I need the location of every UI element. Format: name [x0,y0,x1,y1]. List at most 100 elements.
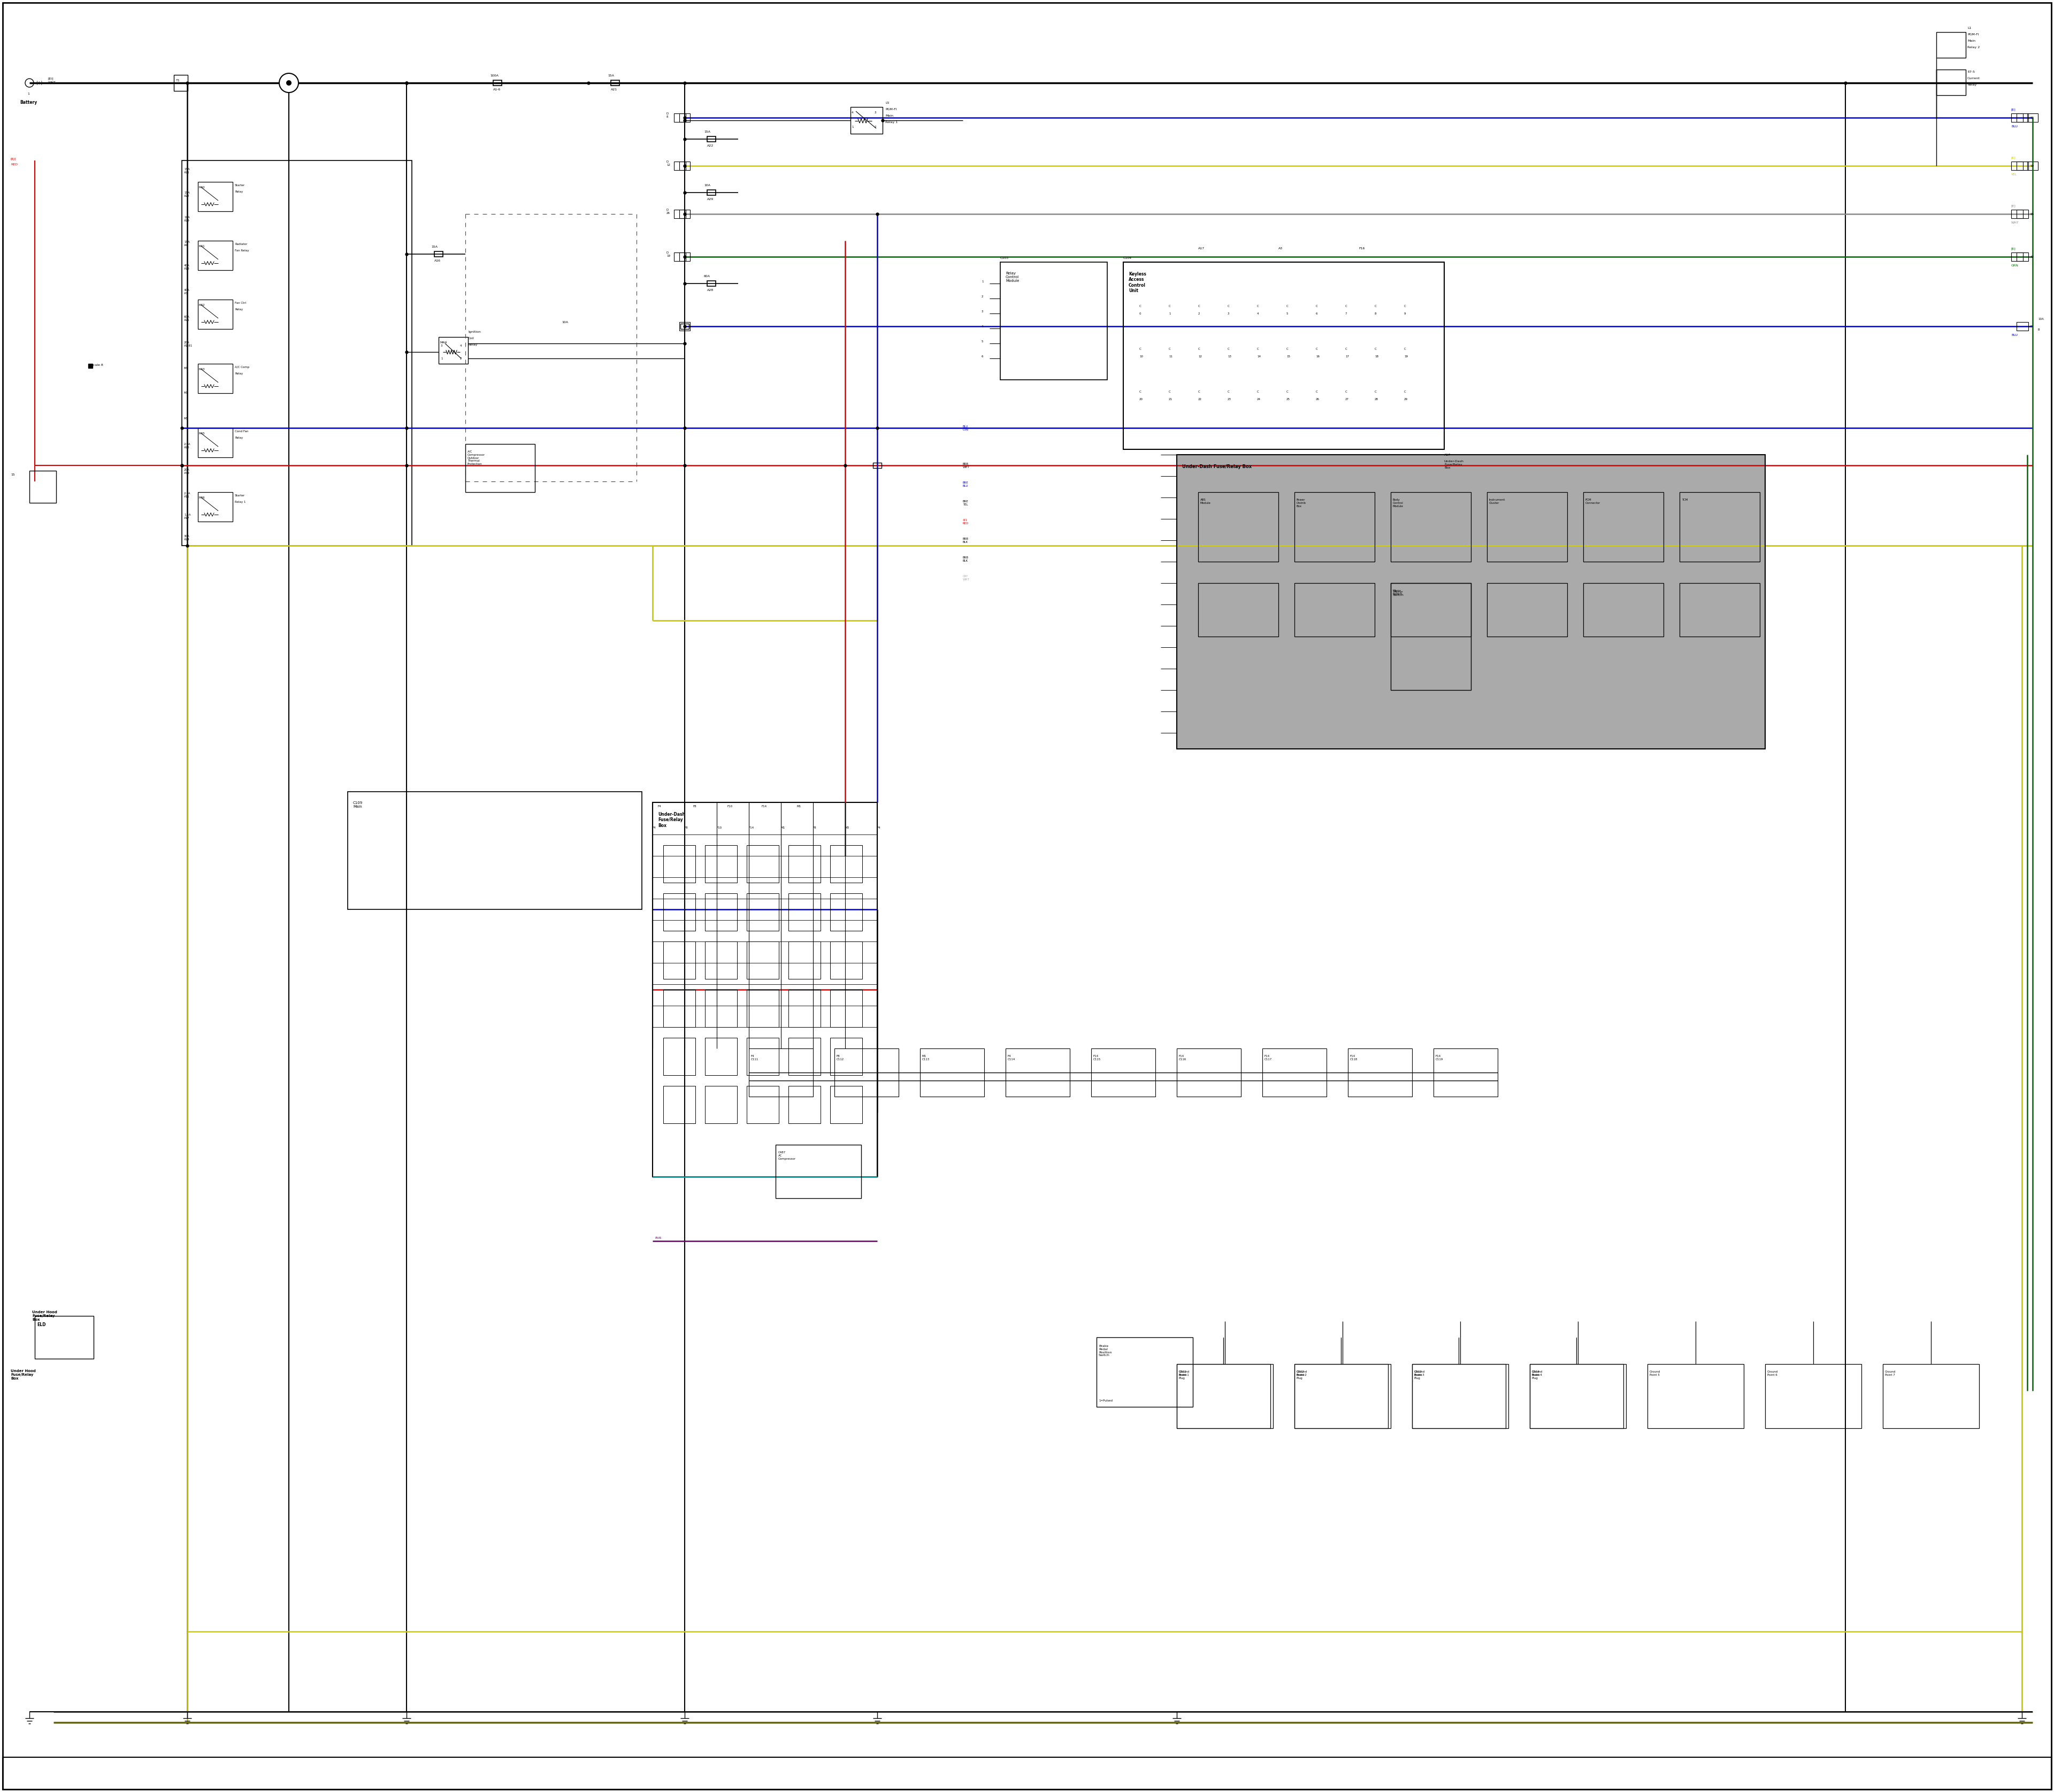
Text: Relay 1: Relay 1 [234,500,246,504]
Bar [2011,161,2023,170]
Text: A17: A17 [1197,247,1204,249]
Text: A1-6: A1-6 [493,88,501,91]
Text: 15: 15 [1286,355,1290,358]
Text: G501
Brake
Plug: G501 Brake Plug [1179,1371,1187,1380]
Text: PGM-FI: PGM-FI [1968,34,1978,36]
Text: A/C Comp: A/C Comp [234,366,249,369]
Bar [830,1038,863,1075]
Text: T1: T1 [177,79,181,82]
Text: Main: Main [885,115,893,116]
Bar [748,1038,778,1075]
Text: [E]: [E] [2011,247,2015,249]
Text: Ground
Point 3: Ground Point 3 [1415,1371,1425,1376]
Text: Current: Current [1968,77,1980,79]
Text: 12: 12 [1197,355,1202,358]
Text: 10: 10 [1140,355,1144,358]
Bar [29,471,55,504]
Text: ABS
Module: ABS Module [1200,498,1212,504]
Text: M1: M1 [185,392,189,394]
Text: 15A
A4: 15A A4 [185,240,189,247]
Text: Under Hood
Fuse/Relay
Box: Under Hood Fuse/Relay Box [10,1369,35,1380]
Bar [1177,1048,1241,1097]
Text: F8: F8 [684,826,688,830]
Text: 59: 59 [2031,116,2033,120]
Text: 15A
A22: 15A A22 [185,192,189,197]
Text: F8: F8 [813,826,817,830]
Bar [197,364,232,392]
Text: Ground
Point 6: Ground Point 6 [1766,1371,1779,1376]
Text: 24: 24 [1257,398,1261,401]
Text: C104: C104 [1124,256,1132,260]
Text: 60A
A21: 60A A21 [185,315,189,321]
Text: Relay: Relay [234,437,242,439]
Bar [830,846,863,883]
Text: C109
Main: C109 Main [353,801,364,808]
Text: 10A: 10A [705,185,711,186]
Text: M40: M40 [199,186,205,188]
Text: 25: 25 [1286,398,1290,401]
Text: F8
C112: F8 C112 [836,1055,844,1061]
Bar [663,894,696,930]
Text: Mirror
Switch: Mirror Switch [1393,591,1405,597]
Text: F4: F4 [877,826,881,830]
Bar [830,894,863,930]
Text: 20: 20 [1140,398,1144,401]
Bar [2017,210,2027,219]
Bar [1263,1048,1327,1097]
Bar [653,803,877,1177]
Bar [1647,1364,1744,1428]
Text: BRE
TEL: BRE TEL [963,500,969,505]
Text: BLU: BLU [2011,333,2017,337]
Text: 60A: 60A [705,274,711,278]
Text: A28: A28 [707,289,713,292]
Text: A/C
Compressor
Outdoor
Thermal
Protection: A/C Compressor Outdoor Thermal Protectio… [468,450,485,466]
Bar [197,181,232,211]
Bar [2011,210,2023,219]
Text: Relay 1: Relay 1 [885,120,898,124]
Bar [1680,493,1760,561]
Bar [1177,455,1764,749]
Bar [1294,1364,1389,1428]
Text: F10: F10 [717,826,723,830]
Text: Ground
Point 5: Ground Point 5 [1649,1371,1660,1376]
Text: F16: F16 [1358,247,1364,249]
Text: A16: A16 [433,260,442,262]
Bar [674,253,686,262]
Bar [789,894,820,930]
Text: PCM
Connector: PCM Connector [1586,498,1600,504]
Circle shape [286,81,292,86]
Text: 1.5A
A17: 1.5A A17 [185,514,191,520]
Text: Ignition: Ignition [468,330,481,333]
Text: GRN: GRN [2011,263,2019,267]
Text: Instrument
Cluster: Instrument Cluster [1489,498,1506,504]
Text: M41: M41 [199,246,205,247]
Text: BRB
BLK: BRB BLK [963,538,969,543]
Text: BRE
BLU: BRE BLU [963,482,969,487]
Bar [789,989,820,1027]
Text: CRY
WHT: CRY WHT [963,575,969,581]
Text: Fan Relay: Fan Relay [234,249,249,253]
Text: 28: 28 [1374,398,1378,401]
Text: Relay: Relay [234,373,242,375]
Text: 59: 59 [2031,165,2033,167]
Bar [674,113,686,122]
Bar [1294,582,1374,636]
Bar [2,1758,2052,1790]
Bar [88,364,92,367]
Text: A21: A21 [610,88,618,91]
Text: PUR: PUR [655,1236,661,1240]
Text: Ground
Point 1: Ground Point 1 [1179,1371,1189,1376]
Bar [493,81,501,86]
Text: 15: 15 [10,473,14,477]
Text: Under-Dash
Fuse/Relay
Box: Under-Dash Fuse/Relay Box [1444,461,1465,470]
Text: 13: 13 [1228,355,1230,358]
Text: (+): (+) [35,81,43,86]
Bar [2027,161,2038,170]
Text: Ground
Point 4: Ground Point 4 [1532,1371,1543,1376]
Bar [197,428,232,457]
Bar [2017,161,2027,170]
Bar [705,894,737,930]
Text: 1: 1 [27,93,29,95]
Bar [1197,493,1278,561]
Text: C103: C103 [1000,256,1009,260]
